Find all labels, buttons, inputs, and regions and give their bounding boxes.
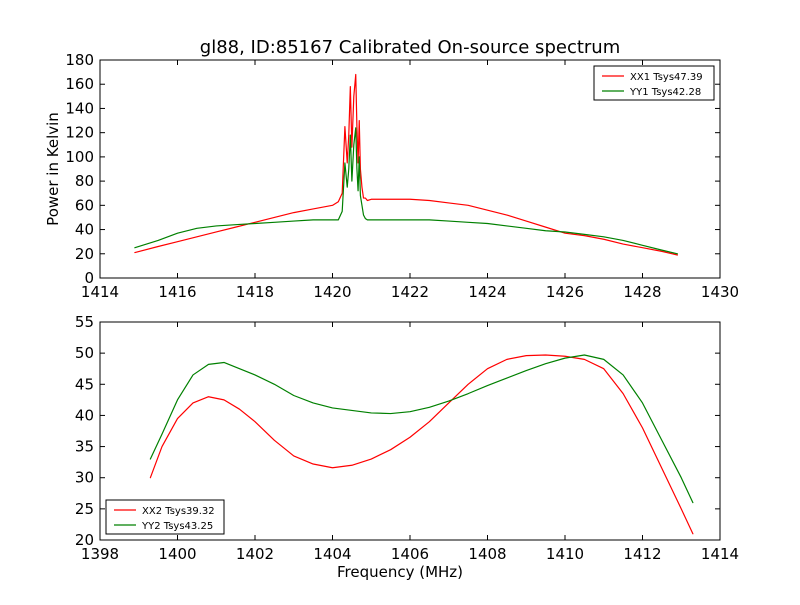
top-x-tick-label: 1424 xyxy=(468,283,506,301)
top-spectrum-plot: 1414 1416 1418 1420 1422 1424 1426 1428 1430 0 20 4… xyxy=(44,51,739,301)
bottom-y-tick-label: 55 xyxy=(75,313,94,331)
top-legend-label-1: XX1 Tsys47.39 xyxy=(630,72,703,83)
bottom-x-tick-label: 1410 xyxy=(546,545,584,563)
bottom-y-tick-label: 45 xyxy=(75,375,94,393)
top-y-tick-label: 60 xyxy=(75,196,94,214)
top-x-tick-label: 1418 xyxy=(236,283,274,301)
top-y-tick-label: 160 xyxy=(65,75,94,93)
top-x-tick-label: 1428 xyxy=(623,283,661,301)
top-y-tick-label: 100 xyxy=(65,148,94,166)
top-legend-box xyxy=(593,65,715,101)
top-x-tick-label: 1422 xyxy=(391,283,429,301)
bottom-y-tick-label: 30 xyxy=(75,469,94,487)
top-x-tick-label: 1430 xyxy=(701,283,739,301)
bottom-legend-box xyxy=(105,499,225,535)
top-y-tick-label: 80 xyxy=(75,172,94,190)
top-y-tick-label: 120 xyxy=(65,124,94,142)
bottom-x-tick-label: 1404 xyxy=(313,545,351,563)
bottom-x-tick-label: 1400 xyxy=(158,545,196,563)
bottom-x-tick-label: 1398 xyxy=(81,545,119,563)
bottom-x-tick-label: 1412 xyxy=(623,545,661,563)
bottom-y-tick-label: 25 xyxy=(75,500,94,518)
bottom-x-tick-label: 1406 xyxy=(391,545,429,563)
bottom-x-tick-label: 1414 xyxy=(701,545,739,563)
bottom-series-line-1 xyxy=(149,354,694,535)
bottom-x-tick-label: 1408 xyxy=(468,545,506,563)
bottom-spectrum-plot: 1398 1400 1402 1404 1406 1408 1410 1412 1414 20 25… xyxy=(75,313,739,581)
top-x-tick-label: 1414 xyxy=(81,283,119,301)
top-y-axis-label: Power in Kelvin xyxy=(44,112,62,226)
top-x-tick-label: 1416 xyxy=(158,283,196,301)
bottom-y-tick-label: 40 xyxy=(75,406,94,424)
top-y-tick-label: 40 xyxy=(75,221,94,239)
bottom-series-line-2 xyxy=(149,354,694,504)
top-y-tick-label: 180 xyxy=(65,51,94,69)
bottom-legend-label-1: XX2 Tsys39.32 xyxy=(142,506,215,517)
bottom-y-tick-label: 50 xyxy=(75,344,94,362)
top-series-line-2 xyxy=(134,127,678,255)
top-series-line-1 xyxy=(134,73,678,256)
top-y-tick-label: 20 xyxy=(75,245,94,263)
figure-title: gl88, ID:85167 Calibrated On-source spec… xyxy=(200,37,620,58)
bottom-y-tick-label: 35 xyxy=(75,438,94,456)
top-legend: XX1 Tsys47.39 YY1 Tsys42.28 xyxy=(593,65,715,101)
top-y-tick-label: 0 xyxy=(84,269,94,287)
top-x-tick-label: 1420 xyxy=(313,283,351,301)
bottom-legend: XX2 Tsys39.32 YY2 Tsys43.25 xyxy=(105,499,225,535)
top-x-tick-label: 1426 xyxy=(546,283,584,301)
top-y-tick-label: 140 xyxy=(65,99,94,117)
bottom-x-axis-label: Frequency (MHz) xyxy=(337,563,463,581)
top-legend-label-2: YY1 Tsys42.28 xyxy=(629,87,701,98)
bottom-y-tick-label: 20 xyxy=(75,531,94,549)
bottom-legend-label-2: YY2 Tsys43.25 xyxy=(141,521,213,532)
bottom-x-tick-label: 1402 xyxy=(236,545,274,563)
